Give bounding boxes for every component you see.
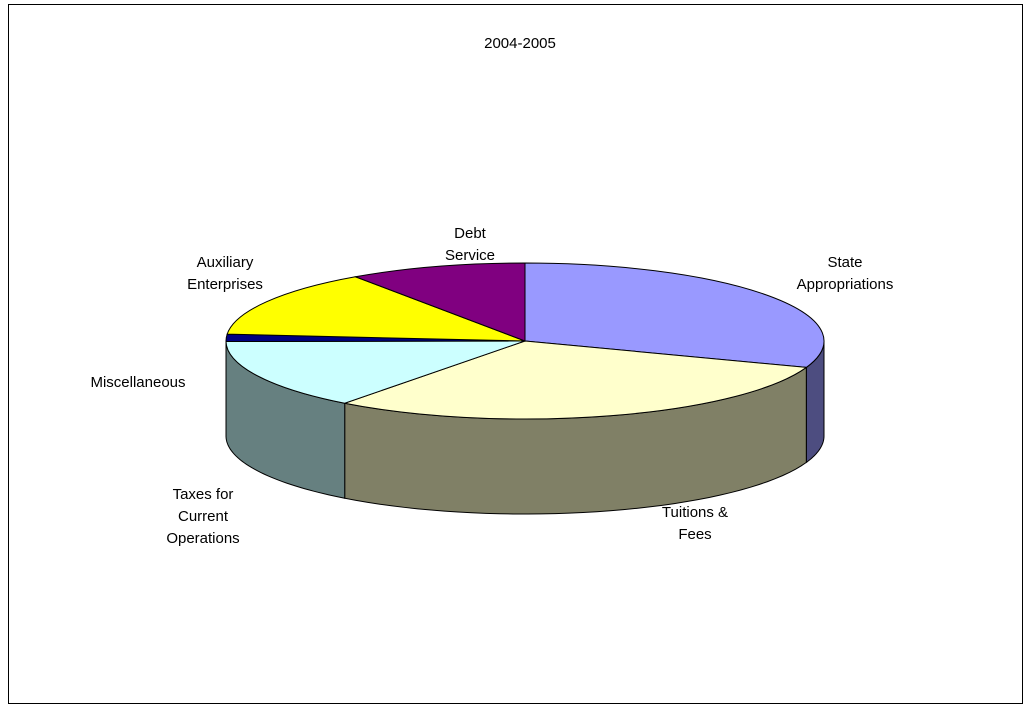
chart-title: 2004-2005 [484,35,556,52]
pie-tops [226,263,824,419]
slice-label-1: Tuitions &Fees [662,504,728,543]
slice-label-3: Miscellaneous [90,374,185,391]
